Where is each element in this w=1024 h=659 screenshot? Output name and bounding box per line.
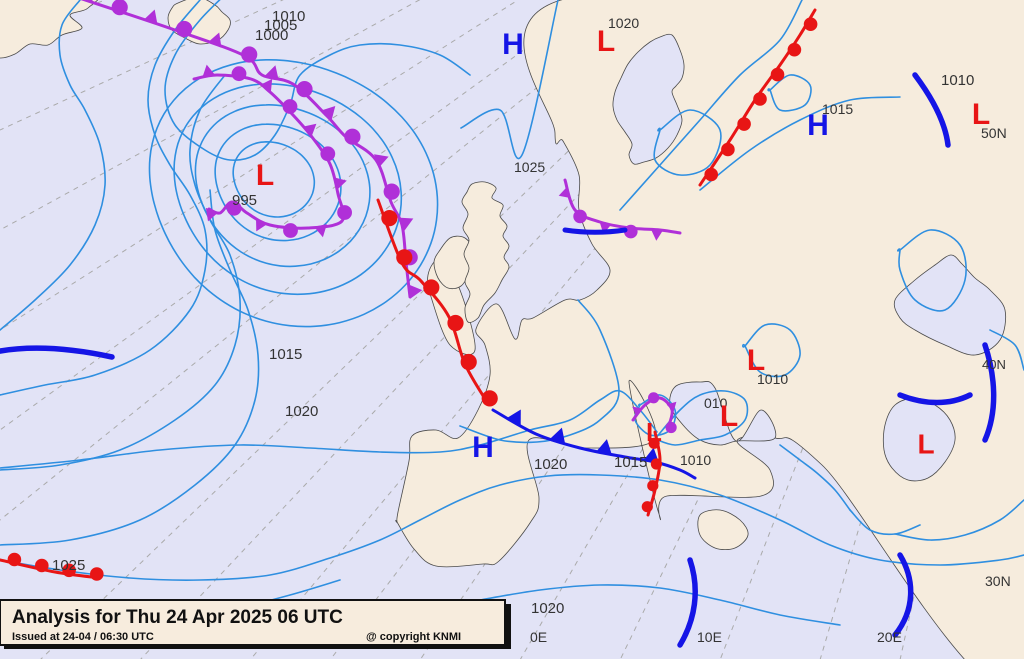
- svg-text:L: L: [597, 25, 615, 58]
- svg-text:H: H: [807, 109, 829, 142]
- svg-text:995: 995: [232, 192, 257, 209]
- svg-text:0E: 0E: [530, 629, 547, 645]
- svg-text:30N: 30N: [985, 573, 1011, 589]
- svg-text:1020: 1020: [285, 403, 318, 420]
- svg-text:L: L: [747, 344, 765, 377]
- svg-text:1000: 1000: [255, 27, 288, 44]
- svg-text:H: H: [472, 431, 494, 464]
- svg-text:1010: 1010: [941, 72, 974, 89]
- svg-text:1020: 1020: [534, 456, 567, 473]
- svg-text:@ copyright KNMI: @ copyright KNMI: [366, 631, 461, 643]
- svg-text:H: H: [502, 28, 524, 61]
- svg-text:1010: 1010: [680, 452, 711, 468]
- svg-text:40N: 40N: [982, 357, 1006, 372]
- svg-text:1015: 1015: [269, 346, 302, 363]
- svg-text:L: L: [917, 428, 934, 459]
- svg-text:L: L: [720, 400, 738, 433]
- svg-text:1025: 1025: [514, 159, 545, 175]
- svg-text:1015: 1015: [614, 454, 647, 471]
- svg-text:20E: 20E: [877, 629, 902, 645]
- svg-text:1020: 1020: [531, 600, 564, 617]
- svg-text:L: L: [256, 159, 274, 192]
- svg-text:L: L: [972, 98, 990, 131]
- svg-text:Issued at 24-04 / 06:30 UTC: Issued at 24-04 / 06:30 UTC: [12, 631, 154, 643]
- svg-text:10E: 10E: [697, 629, 722, 645]
- svg-text:Analysis for Thu 24 Apr 2025 0: Analysis for Thu 24 Apr 2025 06 UTC: [12, 607, 343, 628]
- svg-text:L: L: [646, 417, 662, 447]
- svg-text:1025: 1025: [52, 557, 85, 574]
